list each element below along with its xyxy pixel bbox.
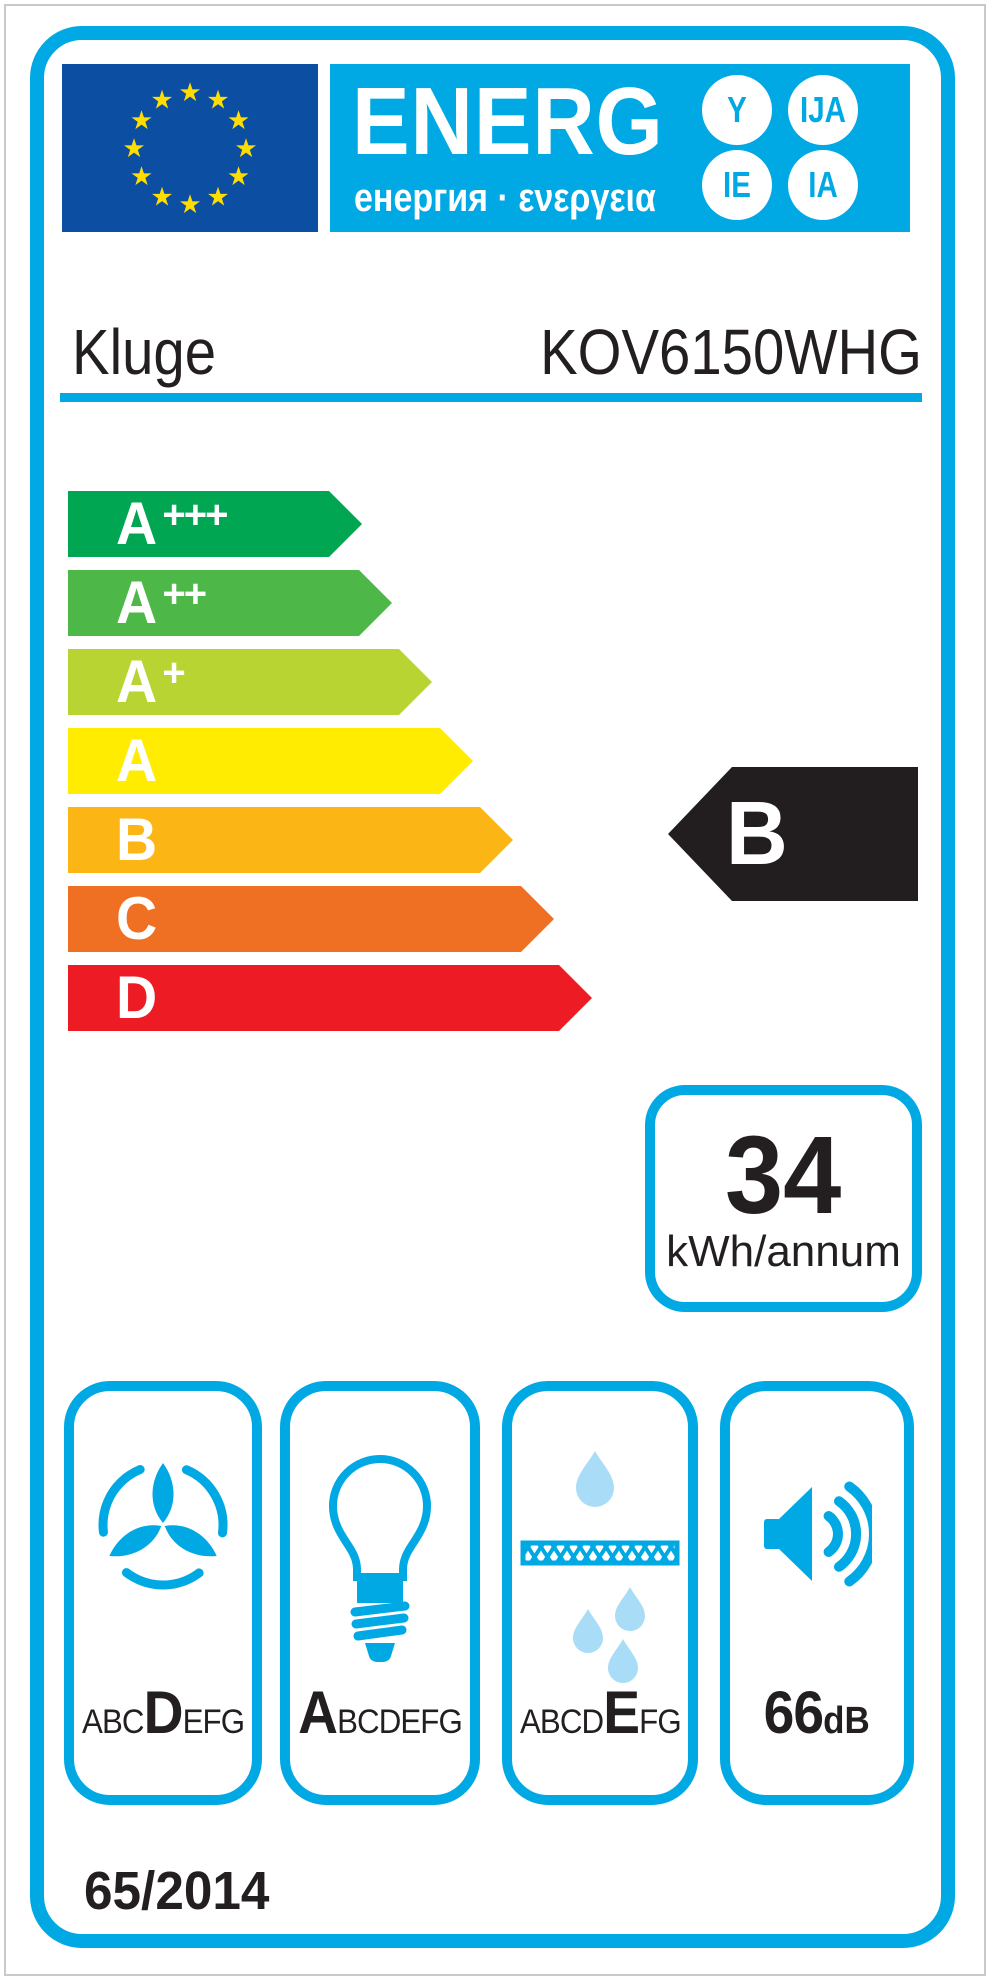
brand-underline: [60, 393, 922, 402]
scale-band-a+++: A +++: [68, 491, 362, 557]
svg-text:★: ★: [227, 106, 250, 136]
fan-icon: [98, 1460, 228, 1590]
grease-filtering-class: ABCDEFG: [519, 1679, 682, 1746]
page-frame: [4, 4, 986, 1976]
svg-text:★: ★: [206, 183, 229, 213]
scale-band-b: B: [68, 807, 513, 873]
brand-row: Kluge KOV6150WHG: [72, 320, 922, 384]
svg-text:★: ★: [178, 78, 201, 108]
svg-text:★: ★: [122, 134, 145, 164]
scale-band-a++: A ++: [68, 570, 392, 636]
svg-text:★: ★: [130, 162, 153, 192]
eu-stars-icon: ★ ★ ★★ ★★ ★★ ★★ ★★: [122, 78, 257, 220]
fan-efficiency-class: ABCDEFG: [81, 1679, 245, 1746]
brand-name: Kluge: [72, 316, 217, 388]
svg-text:★: ★: [150, 86, 173, 116]
speaker-icon: [764, 1481, 872, 1587]
energ-badge-ie: IE: [702, 150, 772, 220]
grease-filter-icon: [520, 1451, 680, 1683]
lightbulb-icon: [328, 1454, 432, 1663]
regulation-number: 65/2014: [84, 1861, 270, 1921]
energ-badge-y: Y: [702, 75, 772, 145]
energ-logo-subtext: енергия · ενεργεια: [354, 176, 656, 220]
eu-flag: ★ ★ ★ ★ ★ ★ ★ ★ ★ ★ ★ ★: [62, 64, 318, 232]
grease-filtering-box: ABCDEFG: [502, 1381, 698, 1805]
lighting-efficiency-class: ABCDEFG: [298, 1679, 463, 1746]
scale-band-c: C: [68, 886, 554, 952]
svg-text:★: ★: [130, 106, 153, 136]
scale-band-a: A: [68, 728, 473, 794]
energy-consumption-box: 34 kWh/annum: [645, 1085, 922, 1312]
scale-band-d: D: [68, 965, 592, 1031]
svg-text:★: ★: [178, 190, 201, 220]
lighting-efficiency-box: ABCDEFG: [280, 1381, 480, 1805]
svg-text:★: ★: [227, 162, 250, 192]
energy-consumption-value: 34: [725, 1113, 842, 1237]
noise-level-box: 66dB: [720, 1381, 914, 1805]
svg-text:★: ★: [234, 134, 257, 164]
energ-badge-ija: IJA: [788, 75, 858, 145]
fan-efficiency-box: ABCDEFG: [64, 1381, 262, 1805]
model-number: KOV6150WHG: [540, 316, 922, 388]
noise-level-value: 66dB: [763, 1679, 871, 1746]
selected-class-letter: B: [726, 784, 788, 884]
energ-logo-text: ENERG: [352, 68, 664, 175]
energ-badge-ia: IA: [788, 150, 858, 220]
scale-band-a+: A +: [68, 649, 432, 715]
energ-logo-block: ENERG енергия · ενεργεια Y IJA IE IA: [330, 64, 910, 232]
svg-text:★: ★: [206, 86, 229, 116]
svg-text:★: ★: [150, 183, 173, 213]
efficiency-scale: A +++ A ++ A + A B C D: [68, 491, 592, 1044]
energy-consumption-unit: kWh/annum: [666, 1226, 901, 1276]
